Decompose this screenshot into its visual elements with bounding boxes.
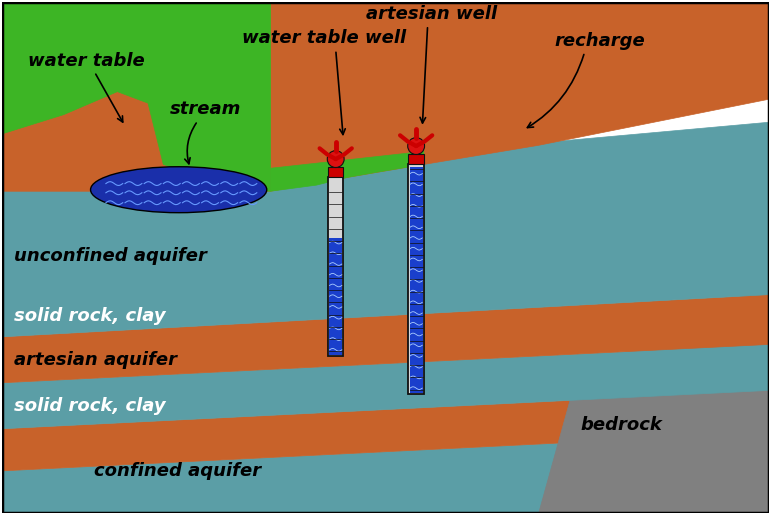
Text: artesian aquifer: artesian aquifer [14,351,177,369]
Polygon shape [271,151,424,191]
Polygon shape [2,122,769,337]
Text: unconfined aquifer: unconfined aquifer [14,247,207,265]
Text: water table well: water table well [242,29,406,47]
Text: water table: water table [29,52,145,70]
Circle shape [408,137,425,154]
Text: bedrock: bedrock [581,416,663,434]
Text: artesian well: artesian well [366,5,497,23]
Text: solid rock, clay: solid rock, clay [14,307,166,325]
Text: stream: stream [170,101,241,119]
Polygon shape [2,344,769,429]
Text: recharge: recharge [554,31,645,50]
Bar [409,165,424,394]
Polygon shape [539,283,769,513]
Polygon shape [2,294,769,383]
Polygon shape [2,432,769,513]
Bar [329,238,342,355]
Polygon shape [2,390,769,471]
Ellipse shape [90,167,267,213]
Bar [328,167,343,177]
Bar [409,154,424,165]
Text: confined aquifer: confined aquifer [94,462,261,480]
Bar [328,177,343,356]
Polygon shape [2,2,271,191]
Polygon shape [2,2,769,191]
Text: solid rock, clay: solid rock, clay [14,397,166,415]
Bar [409,167,423,393]
Circle shape [327,151,344,167]
